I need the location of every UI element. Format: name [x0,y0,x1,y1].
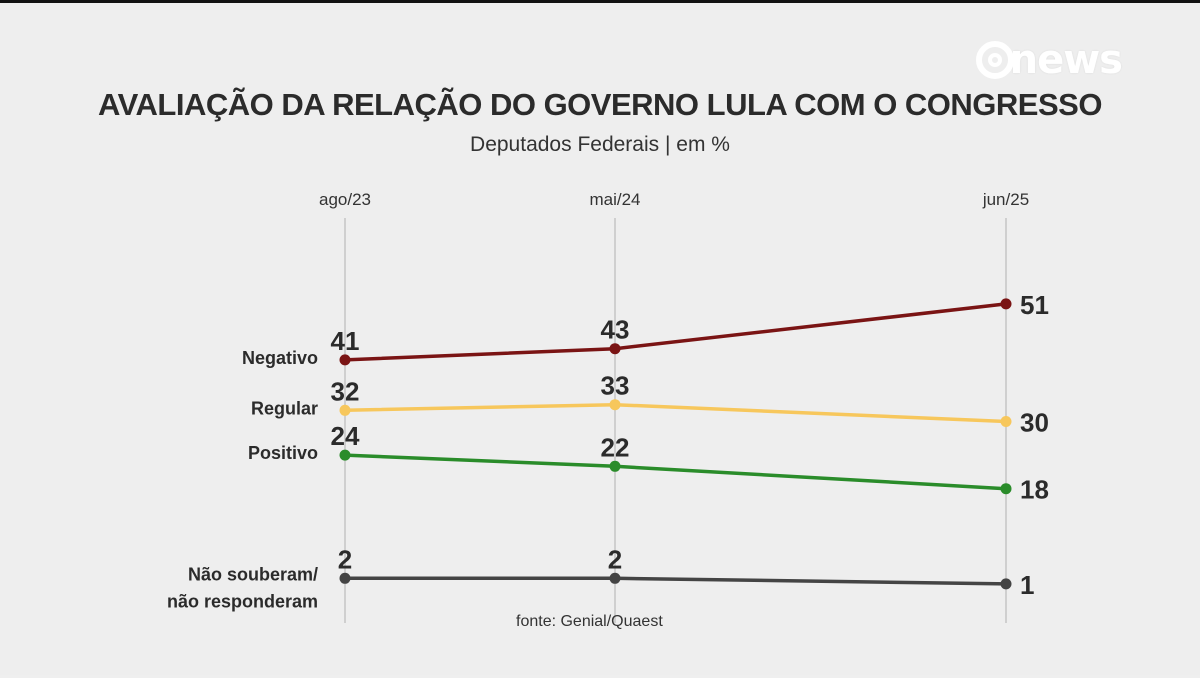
series-label: Regular [251,398,318,418]
series-label: não responderam [167,591,318,611]
line-chart: ago/23 mai/24 jun/25 41 43 51 Negativo 32 33 30 Re… [167,190,1049,623]
data-label: 18 [1020,475,1049,505]
data-label: 24 [331,421,360,451]
data-point [609,399,621,411]
gnews-logo: news [975,37,1123,83]
data-point [1000,298,1012,310]
data-label: 32 [331,376,360,406]
data-label: 2 [338,544,352,574]
chart-title: AVALIAÇÃO DA RELAÇÃO DO GOVERNO LULA COM… [98,87,1102,122]
chart-subtitle: Deputados Federais | em % [470,133,730,156]
series-line [344,402,1007,424]
globo-logo-icon [975,41,1014,79]
series-line [344,453,1007,491]
data-point [1000,483,1012,495]
x-tick-label: ago/23 [319,190,371,209]
data-label: 2 [608,544,622,574]
data-point [1000,578,1012,590]
data-point [339,449,351,461]
data-label: 51 [1020,290,1049,320]
data-point [609,343,621,355]
data-label: 33 [601,371,630,401]
data-point [339,354,351,366]
source-note: fonte: Genial/Quaest [516,613,663,630]
data-label: 41 [331,326,360,356]
data-label: 1 [1020,570,1034,600]
data-label: 30 [1020,408,1049,438]
x-tick-label: jun/25 [982,190,1029,209]
series-label: Positivo [248,443,318,463]
data-point [339,572,351,584]
data-label: 22 [601,432,630,462]
data-label: 43 [601,315,630,345]
data-point [339,404,351,416]
series-line [344,302,1007,362]
series-label: Negativo [242,348,318,368]
series-label: Não souberam/ [188,564,318,584]
data-point [609,460,621,472]
data-point [1000,416,1012,427]
logo-text: news [1009,37,1123,83]
series-line [345,576,1007,586]
data-point [609,572,621,584]
x-tick-label: mai/24 [589,190,640,209]
